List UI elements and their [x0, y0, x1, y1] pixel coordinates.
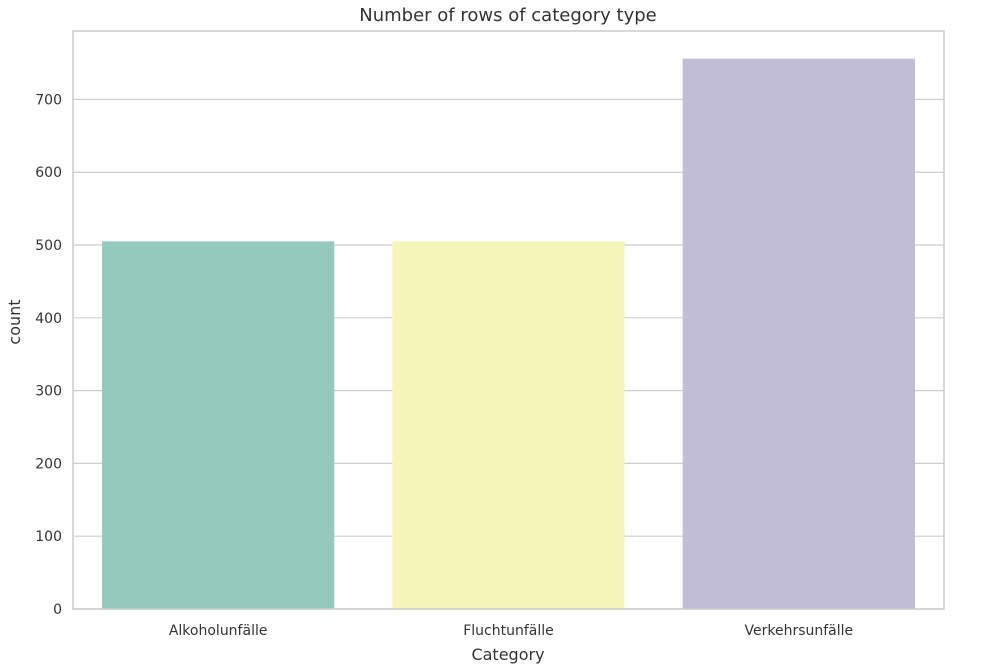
bar-1: [102, 241, 335, 609]
y-axis-label: count: [5, 299, 24, 344]
x-tick-label: Fluchtunfälle: [463, 623, 554, 639]
y-tick-label: 100: [35, 529, 62, 545]
y-tick-label: 200: [35, 456, 62, 472]
bar-3: [682, 58, 915, 609]
x-tick-label: Alkoholunfälle: [169, 623, 268, 639]
bars: [102, 58, 915, 609]
y-tick-labels: 0 100 200 300 400 500 600 700: [35, 92, 62, 618]
bar-2: [392, 241, 625, 609]
y-tick-label: 0: [53, 602, 62, 618]
chart-title: Number of rows of category type: [359, 5, 657, 26]
y-tick-label: 300: [35, 384, 62, 400]
y-tick-label: 400: [35, 311, 62, 327]
y-tick-label: 700: [35, 92, 62, 108]
y-tick-label: 600: [35, 165, 62, 181]
x-axis-label: Category: [471, 645, 544, 664]
plot-frame: [72, 30, 945, 610]
x-tick-labels: Alkoholunfälle Fluchtunfälle Verkehrsunfäl…: [169, 623, 853, 639]
x-tick-label: Verkehrsunfälle: [745, 623, 854, 639]
y-tick-label: 500: [35, 238, 62, 254]
